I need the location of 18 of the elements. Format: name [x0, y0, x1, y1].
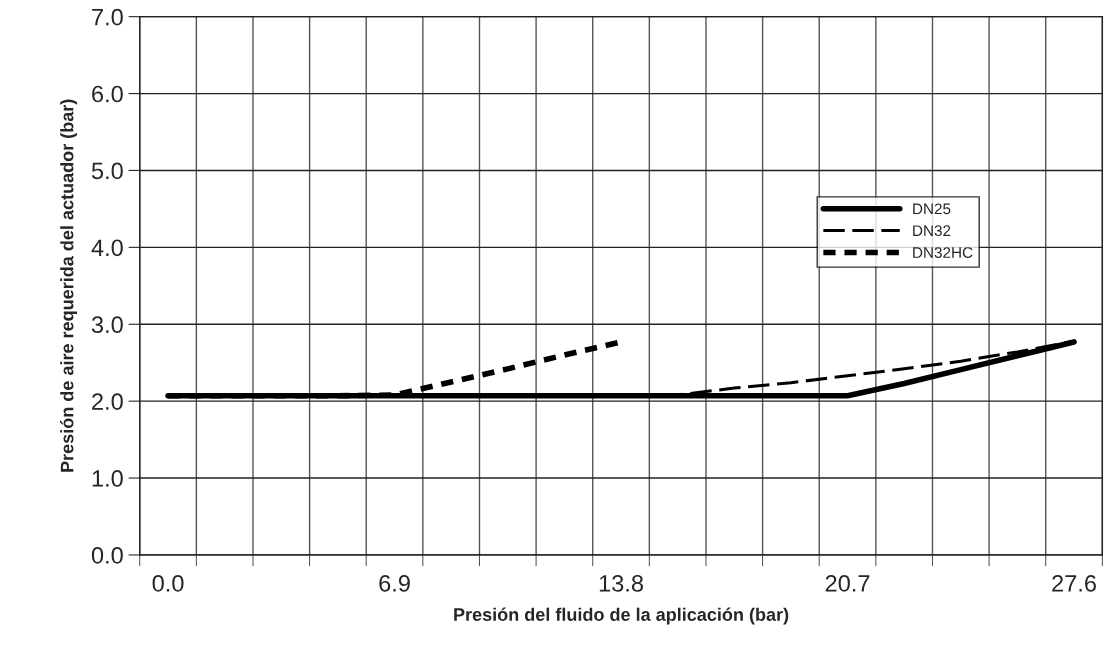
legend-label: DN32HC [913, 247, 973, 258]
x-tick-label: 13.8 [599, 575, 643, 592]
y-tick-label: 6.0 [92, 85, 123, 103]
x-tick-label: 0.0 [152, 575, 184, 592]
legend-label: DN32 [913, 225, 951, 237]
y-tick-label: 5.0 [91, 162, 123, 180]
x-tick-label: 20.7 [825, 575, 870, 592]
y-tick-label: 4.0 [91, 239, 123, 257]
legend-label: DN25 [913, 203, 951, 215]
y-tick-label: 1.0 [92, 470, 123, 487]
y-tick-label: 0.0 [91, 547, 123, 564]
y-tick-label: 3.0 [91, 316, 123, 334]
x-tick-label: 6.9 [379, 575, 410, 592]
y-tick-label: 7.0 [92, 8, 123, 26]
y-axis-title: Presión de aire requerida del actuador (bar) [60, 99, 78, 472]
x-tick-label: 27.6 [1052, 575, 1096, 592]
x-axis-title: Presión del fluido de la aplicación (bar) [454, 607, 789, 625]
y-tick-label: 2.0 [92, 393, 123, 410]
